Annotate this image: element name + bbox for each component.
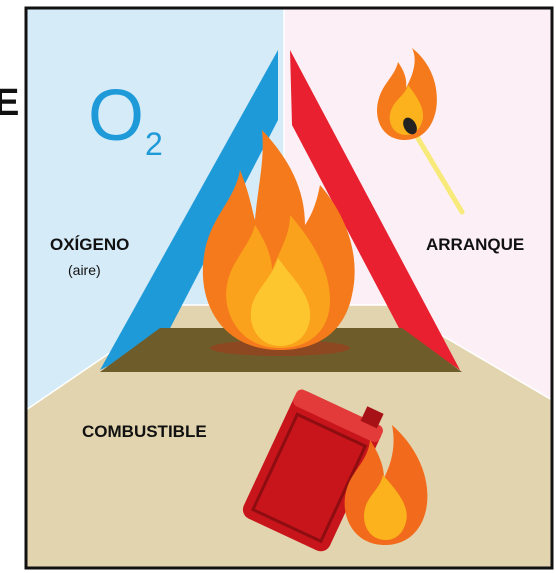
fire-triangle-diagram: E O 2 OXÍGENO (aire) ARRANQUE COMBUSTIBL…	[0, 0, 556, 573]
ignition-label: ARRANQUE	[426, 235, 524, 254]
oxygen-note: (aire)	[68, 262, 101, 278]
oxygen-label: OXÍGENO	[50, 235, 129, 254]
oxygen-subscript: 2	[145, 126, 163, 162]
oxygen-symbol: O	[88, 76, 144, 156]
fuel-label: COMBUSTIBLE	[82, 422, 207, 441]
cut-letter: E	[0, 82, 19, 124]
